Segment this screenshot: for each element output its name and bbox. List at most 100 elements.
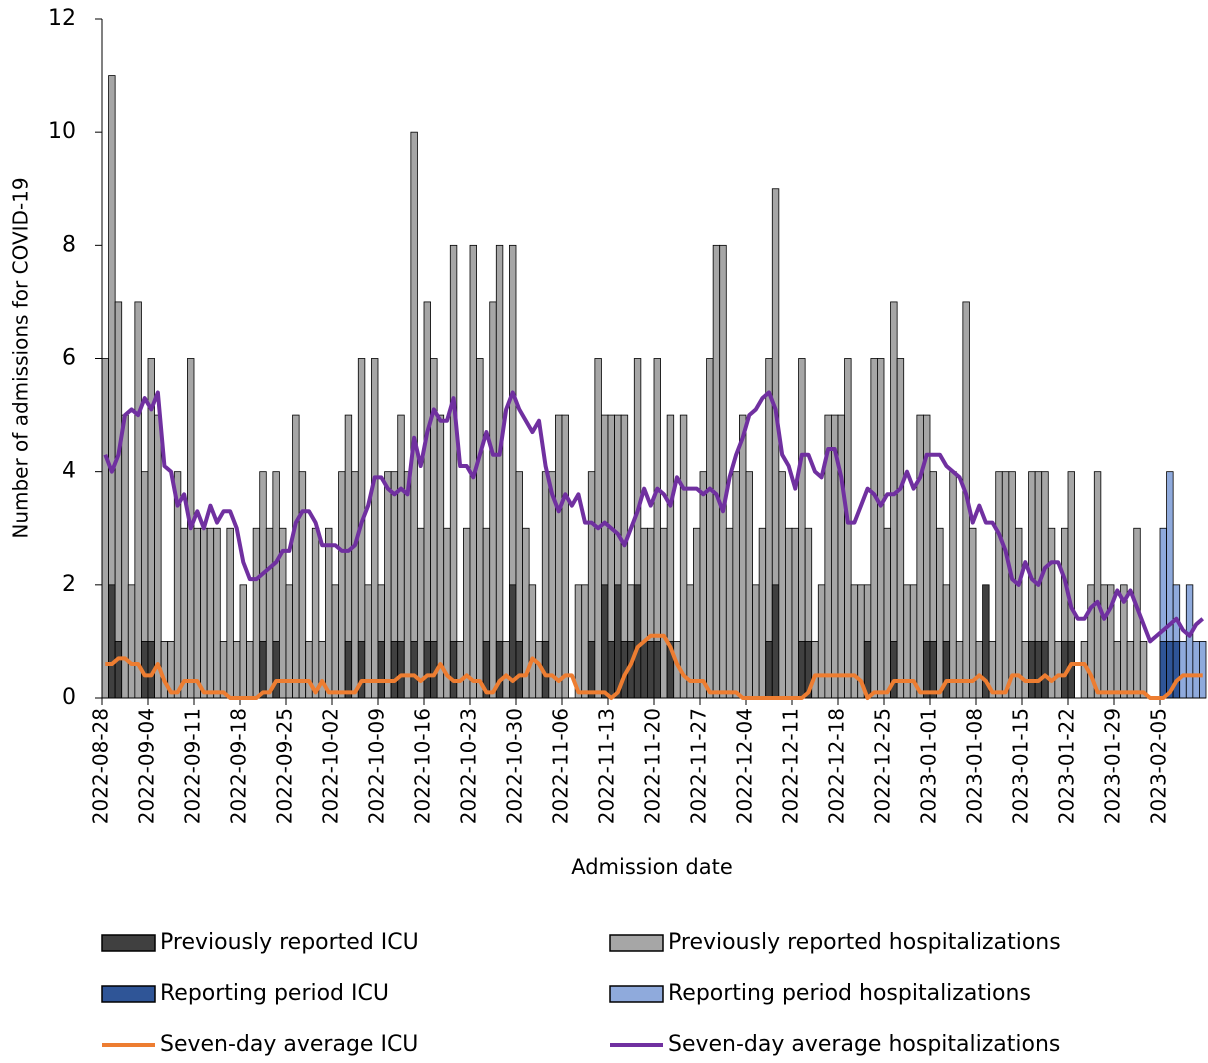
bar	[292, 414, 300, 699]
legend-label: Reporting period ICU	[160, 981, 389, 1006]
bar	[200, 527, 208, 699]
bar	[384, 471, 392, 699]
bar	[817, 584, 826, 699]
line	[105, 633, 1203, 700]
bar	[771, 584, 780, 699]
bar	[923, 641, 931, 699]
bar	[791, 527, 799, 699]
bar	[134, 301, 142, 699]
bar	[890, 641, 898, 699]
bar	[785, 527, 793, 699]
bar	[410, 131, 418, 699]
x-tick-label: 2023-02-05	[1147, 708, 1171, 824]
x-tick-label: 2022-12-04	[733, 708, 757, 824]
bar	[259, 641, 267, 699]
x-tick-label: 2023-01-29	[1101, 708, 1125, 824]
bar	[1179, 641, 1187, 699]
bar	[377, 641, 385, 699]
x-tick-label: 2023-01-08	[963, 708, 987, 824]
bar	[725, 527, 734, 699]
bar	[719, 244, 727, 699]
y-tick-label: 8	[62, 232, 76, 257]
bar	[653, 641, 661, 699]
y-tick-label: 6	[62, 346, 76, 371]
bar	[1159, 641, 1167, 699]
bar	[798, 641, 806, 699]
x-tick-label: 2023-01-01	[917, 708, 941, 824]
bar	[114, 641, 123, 699]
bar	[272, 641, 280, 699]
bar	[1054, 641, 1062, 699]
bar	[515, 641, 523, 699]
legend-label: Reporting period hospitalizations	[668, 981, 1031, 1006]
legend-label: Previously reported hospitalizations	[668, 930, 1061, 955]
x-tick-label: 2022-11-06	[549, 708, 573, 824]
legend-swatch	[101, 934, 156, 952]
bar	[108, 584, 116, 699]
bar	[226, 527, 234, 699]
x-tick-label: 2022-10-09	[365, 708, 389, 824]
bar	[969, 527, 977, 699]
bar	[495, 244, 504, 699]
bar	[121, 414, 129, 699]
x-tick-label: 2022-09-25	[273, 708, 297, 824]
y-tick-label: 10	[48, 119, 76, 144]
bar	[1100, 584, 1108, 699]
bar	[916, 414, 924, 699]
bar	[1047, 527, 1056, 699]
x-tick-label: 2022-09-18	[227, 708, 251, 824]
bar	[193, 527, 201, 699]
bar	[693, 527, 701, 699]
x-tick-label: 2022-11-27	[687, 708, 711, 824]
bar	[706, 358, 714, 699]
bar	[732, 471, 740, 699]
bar	[844, 358, 852, 699]
bar	[390, 641, 399, 699]
x-tick-label: 2022-10-16	[411, 708, 435, 824]
legend-swatch	[609, 985, 664, 1003]
bar	[371, 358, 379, 699]
bar	[936, 527, 944, 699]
legend-swatch	[609, 934, 664, 952]
bar	[745, 471, 753, 699]
bar	[410, 641, 418, 699]
bar	[456, 641, 464, 699]
bar	[252, 527, 261, 699]
x-tick-label: 2022-09-04	[135, 708, 159, 824]
bar	[495, 641, 504, 699]
bar	[265, 527, 274, 699]
bar	[1172, 641, 1181, 699]
bar	[955, 641, 964, 699]
bar	[555, 414, 563, 699]
bar	[1015, 527, 1023, 699]
bar	[890, 301, 898, 699]
bar	[489, 301, 497, 699]
bar	[1028, 641, 1036, 699]
bar	[739, 414, 747, 699]
bar	[154, 414, 162, 699]
bar	[219, 641, 228, 699]
bar	[298, 471, 307, 699]
bar	[883, 527, 891, 699]
bar	[1041, 641, 1049, 699]
bar	[811, 641, 819, 699]
line	[103, 390, 1205, 644]
bar	[1113, 641, 1121, 699]
bar	[660, 527, 668, 699]
x-tick-label: 2022-10-02	[319, 708, 343, 824]
bar	[239, 584, 247, 699]
bar	[1126, 641, 1135, 699]
bar	[114, 301, 123, 699]
bar	[101, 358, 109, 699]
bar	[877, 358, 885, 699]
x-tick-label: 2022-11-13	[595, 708, 619, 824]
bar	[640, 641, 648, 699]
bar	[305, 641, 313, 699]
bar	[561, 414, 569, 699]
x-tick-label: 2022-12-18	[825, 708, 849, 824]
bar	[1021, 641, 1029, 699]
bar	[837, 414, 845, 699]
bar	[647, 641, 655, 699]
bar	[870, 358, 878, 699]
bar	[233, 641, 241, 699]
